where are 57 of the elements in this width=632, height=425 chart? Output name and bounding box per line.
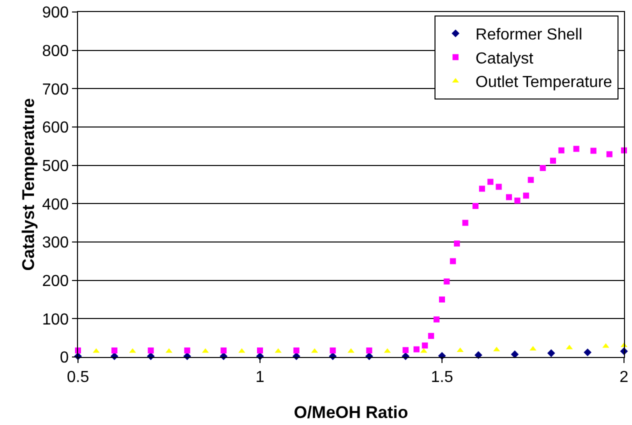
x-axis-title: O/MeOH Ratio (294, 403, 408, 422)
point (514, 198, 520, 204)
point (444, 278, 450, 284)
y-tick-label: 500 (42, 158, 69, 175)
legend-label: Reformer Shell (476, 26, 582, 44)
point (523, 192, 530, 199)
point (547, 349, 556, 358)
point (454, 240, 460, 247)
x-tick-label: 2 (620, 369, 629, 386)
y-axis-title: Catalyst Temperature (19, 98, 38, 271)
point (573, 146, 580, 152)
point (528, 176, 534, 183)
point (422, 342, 428, 348)
point (479, 186, 486, 192)
point (434, 316, 440, 322)
point (293, 347, 300, 354)
y-tick-label: 200 (42, 272, 69, 290)
point (439, 296, 445, 302)
point (148, 347, 154, 354)
point (111, 347, 118, 354)
point (366, 347, 372, 354)
point (584, 348, 592, 356)
y-tick-label: 300 (42, 234, 69, 252)
point (496, 184, 502, 190)
y-tick-label: 400 (42, 196, 69, 214)
point (428, 332, 434, 339)
y-tick-label: 700 (42, 81, 69, 98)
point (506, 194, 512, 200)
point (166, 348, 172, 353)
point (540, 165, 546, 172)
point (606, 151, 612, 158)
point (450, 258, 456, 264)
point (510, 350, 519, 358)
point (348, 348, 354, 353)
point (257, 347, 263, 354)
point (472, 202, 478, 209)
y-tick-label: 100 (42, 311, 69, 328)
y-tick-label: 600 (42, 120, 69, 137)
x-tick-label: 1.5 (430, 369, 454, 386)
y-tick-label: 800 (42, 42, 69, 60)
point (184, 347, 190, 354)
point (590, 148, 596, 154)
point (330, 347, 336, 354)
y-tick-label: 900 (42, 4, 69, 22)
point (558, 147, 564, 154)
x-tick-label: 1 (256, 369, 265, 386)
legend-label: Outlet Temperature (476, 74, 612, 92)
point (487, 178, 494, 185)
point (462, 220, 468, 226)
y-tick-label: 0 (60, 350, 69, 367)
point (530, 346, 536, 350)
x-tick-label: 0.5 (66, 369, 90, 386)
legend-label: Catalyst (476, 50, 534, 68)
point (550, 158, 556, 164)
point (220, 347, 227, 354)
point (402, 347, 409, 354)
point (414, 346, 420, 352)
